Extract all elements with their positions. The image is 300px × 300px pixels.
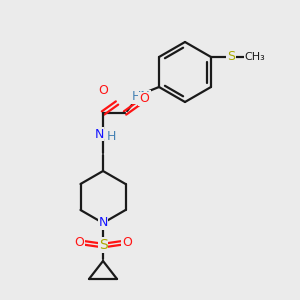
Text: O: O (74, 236, 84, 248)
Text: S: S (227, 50, 235, 64)
Text: CH₃: CH₃ (244, 52, 266, 62)
Text: N: N (94, 128, 104, 140)
Text: N: N (98, 217, 108, 230)
Text: O: O (139, 92, 149, 106)
Text: H: H (106, 130, 116, 143)
Text: O: O (122, 236, 132, 248)
Text: O: O (98, 85, 108, 98)
Text: S: S (99, 238, 107, 252)
Text: HN: HN (132, 91, 150, 103)
